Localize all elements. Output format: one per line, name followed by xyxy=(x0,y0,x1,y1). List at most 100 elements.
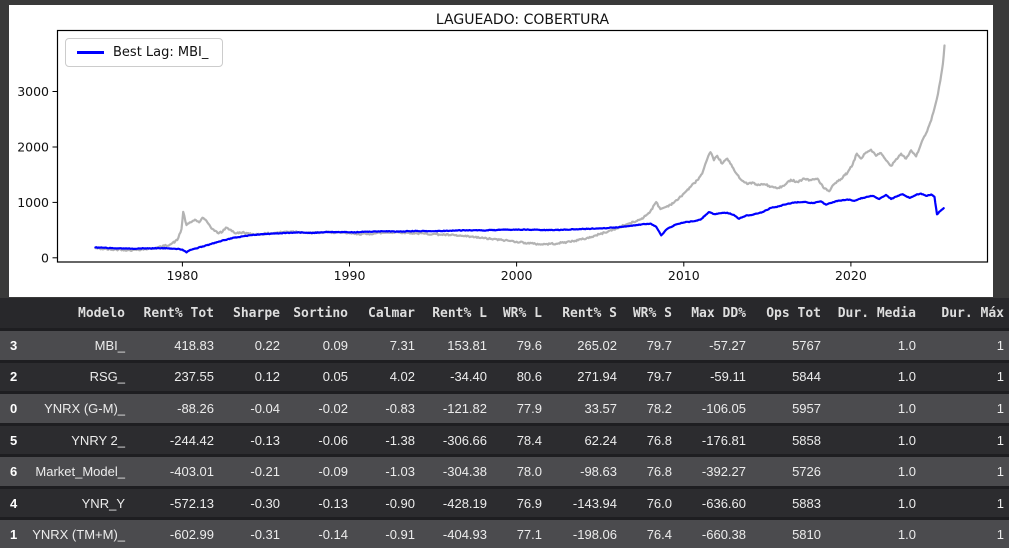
row-index-cell: 2 xyxy=(0,359,28,393)
column-header: Ops Tot xyxy=(751,298,826,330)
table-cell: -143.94 xyxy=(547,485,622,519)
table-cell: 5844 xyxy=(751,359,826,393)
table-row: 4 YNR_Y -572.13 -0.30 -0.13 -0.90 -428.19 76.9-… xyxy=(0,485,1009,519)
table-cell: -0.21 xyxy=(219,454,285,488)
table-cell: 5726 xyxy=(751,454,826,488)
table-cell: -34.40 xyxy=(420,359,492,393)
table-header-row: Modelo Rent% Tot Sharpe Sortino Calmar Rent% … xyxy=(0,298,1009,330)
table-cell: -0.06 xyxy=(285,422,353,456)
table-cell: -0.91 xyxy=(353,517,420,548)
series-line-benchmark xyxy=(94,44,946,252)
table-cell: -0.04 xyxy=(219,391,285,425)
table-cell: 5858 xyxy=(751,422,826,456)
column-header: Max DD% xyxy=(677,298,751,330)
table-cell: 78.4 xyxy=(492,422,547,456)
column-header: Dur. Máx xyxy=(921,298,1009,330)
table-cell: -0.13 xyxy=(219,422,285,456)
table-cell: 1 xyxy=(921,422,1009,456)
x-tick-label: 2010 xyxy=(668,268,700,283)
row-index-cell: 0 xyxy=(0,391,28,425)
chart-legend: Best Lag: MBI_ xyxy=(65,38,224,67)
table-cell: -403.01 xyxy=(130,454,219,488)
table-cell: 0.05 xyxy=(285,359,353,393)
column-header: WR% L xyxy=(492,298,547,330)
table-cell: 1 xyxy=(921,391,1009,425)
table-cell: 418.83 xyxy=(130,328,219,362)
table-cell: 80.6 xyxy=(492,359,547,393)
table-cell: 5883 xyxy=(751,485,826,519)
table-cell: -176.81 xyxy=(677,422,751,456)
table-cell: 77.1 xyxy=(492,517,547,548)
x-tick-label: 1980 xyxy=(166,268,198,283)
chart-canvas: 1980 1990 2000 2010 2020 0 1000 2000 3000 xyxy=(17,29,989,283)
table-cell: -1.38 xyxy=(353,422,420,456)
models-stats-table: Modelo Rent% Tot Sharpe Sortino Calmar Rent% … xyxy=(0,298,1009,548)
column-header: Sortino xyxy=(285,298,353,330)
index-column-header xyxy=(0,298,28,330)
chart-figure: LAGUEADO: COBERTURA 1980 1990 2000 2010 2020… xyxy=(9,5,993,297)
table-cell: 5767 xyxy=(751,328,826,362)
table-cell: 62.24 xyxy=(547,422,622,456)
y-tick-label: 3000 xyxy=(17,84,49,99)
table-cell: -428.19 xyxy=(420,485,492,519)
table-cell: 1 xyxy=(921,454,1009,488)
legend-line-swatch xyxy=(77,51,104,54)
table-cell: -660.38 xyxy=(677,517,751,548)
table-cell: 5957 xyxy=(751,391,826,425)
table-cell: -88.26 xyxy=(130,391,219,425)
table-cell: Market_Model_ xyxy=(28,454,130,488)
table-cell: -106.05 xyxy=(677,391,751,425)
chart-plot-area: 1980 1990 2000 2010 2020 0 1000 2000 3000 xyxy=(9,5,993,297)
table-cell: -57.27 xyxy=(677,328,751,362)
table-cell: 77.9 xyxy=(492,391,547,425)
table-cell: -98.63 xyxy=(547,454,622,488)
table-cell: YNR_Y xyxy=(28,485,130,519)
table-cell: 76.0 xyxy=(622,485,677,519)
table-cell: -1.03 xyxy=(353,454,420,488)
column-header: Dur. Media xyxy=(826,298,921,330)
table-cell: -0.90 xyxy=(353,485,420,519)
column-header: Rent% L xyxy=(420,298,492,330)
column-header: Sharpe xyxy=(219,298,285,330)
table-cell: -304.38 xyxy=(420,454,492,488)
x-tick-label: 2000 xyxy=(501,268,533,283)
table-cell: -0.13 xyxy=(285,485,353,519)
table-cell: RSG_ xyxy=(28,359,130,393)
x-tick-label: 1990 xyxy=(334,268,366,283)
table-cell: 271.94 xyxy=(547,359,622,393)
table-cell: 76.8 xyxy=(622,422,677,456)
table-cell: 1.0 xyxy=(826,454,921,488)
table-cell: -59.11 xyxy=(677,359,751,393)
table-cell: -0.31 xyxy=(219,517,285,548)
table-cell: 79.7 xyxy=(622,359,677,393)
table-cell: 1 xyxy=(921,517,1009,548)
series-line-best-lag xyxy=(94,192,945,254)
table-cell: 4.02 xyxy=(353,359,420,393)
column-header: Calmar xyxy=(353,298,420,330)
table-cell: 76.8 xyxy=(622,454,677,488)
table-cell: 1 xyxy=(921,328,1009,362)
column-header: Rent% Tot xyxy=(130,298,219,330)
table-row: 1 YNRX (TM+M)_ -602.99 -0.31 -0.14 -0.91 -404.… xyxy=(0,517,1009,548)
table-cell: -0.14 xyxy=(285,517,353,548)
table-row: 5 YNRY 2_ -244.42 -0.13 -0.06 -1.38 -306.66 78.… xyxy=(0,422,1009,456)
table-cell: 1.0 xyxy=(826,391,921,425)
table-cell: -636.60 xyxy=(677,485,751,519)
table-cell: 1 xyxy=(921,359,1009,393)
table-cell: -198.06 xyxy=(547,517,622,548)
table-cell: -0.30 xyxy=(219,485,285,519)
x-tick-label: 2020 xyxy=(835,268,867,283)
table-cell: 79.6 xyxy=(492,328,547,362)
table-cell: 33.57 xyxy=(547,391,622,425)
table-row: 3 MBI_ 418.83 0.22 0.09 7.31 153.81 79.6 265.02 7… xyxy=(0,328,1009,362)
row-index-cell: 5 xyxy=(0,422,28,456)
table-cell: MBI_ xyxy=(28,328,130,362)
y-tick-label: 0 xyxy=(41,250,49,265)
row-index-cell: 3 xyxy=(0,328,28,362)
table-cell: YNRX (TM+M)_ xyxy=(28,517,130,548)
table-cell: 79.7 xyxy=(622,328,677,362)
row-index-cell: 6 xyxy=(0,454,28,488)
table-cell: -244.42 xyxy=(130,422,219,456)
table-cell: 78.2 xyxy=(622,391,677,425)
